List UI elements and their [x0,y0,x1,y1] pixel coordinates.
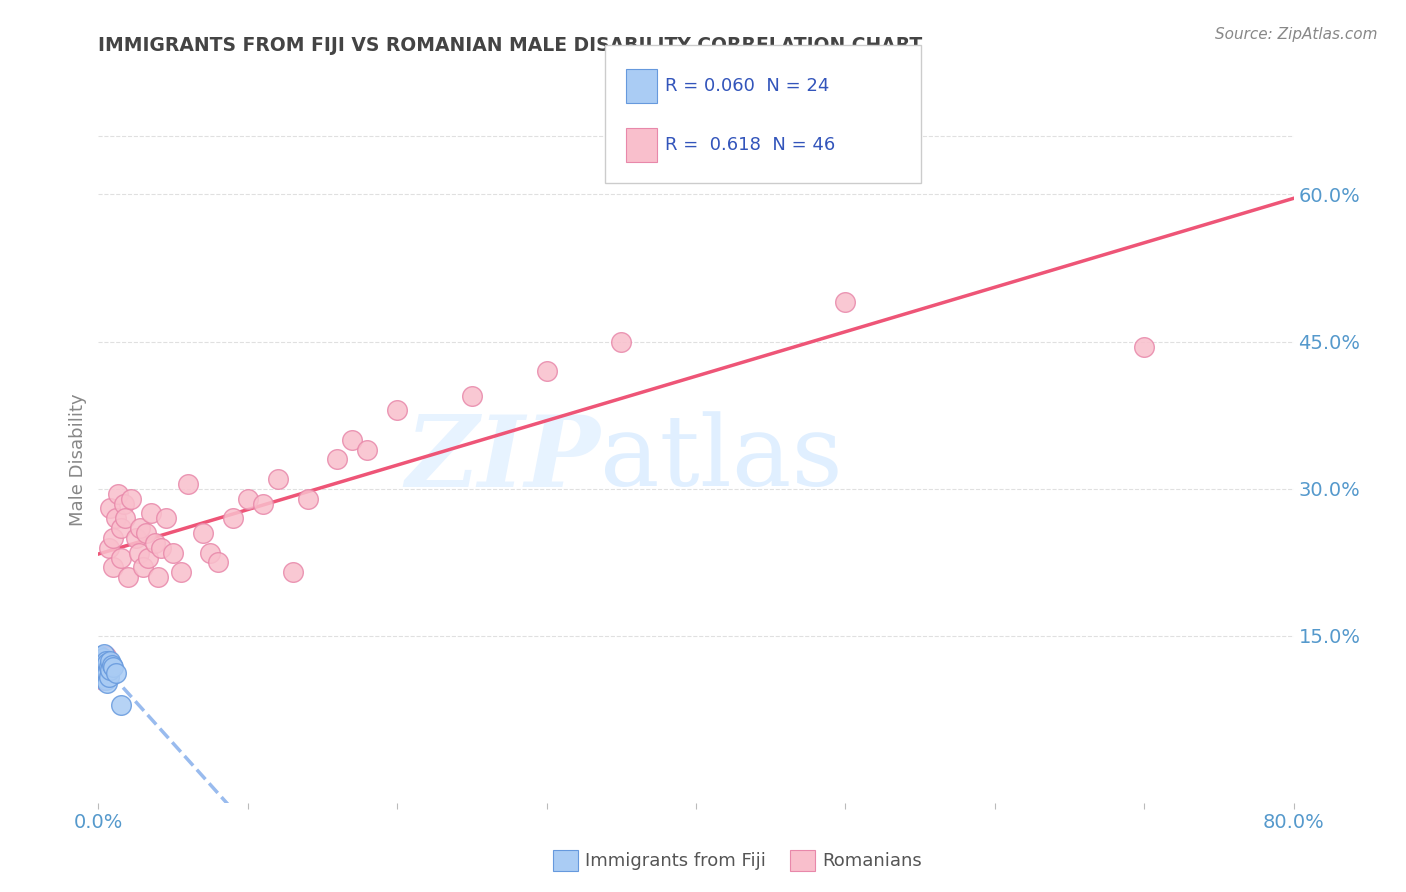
Point [97,660,120,674]
Point [100,664,122,678]
Point [120,491,142,506]
Point [97,541,120,555]
Point [150,541,173,555]
Point [297,491,319,506]
Point [143,535,166,549]
Point [177,477,200,491]
Point [89,660,111,674]
Point [236,491,259,506]
Y-axis label: Male Disability: Male Disability [69,393,87,525]
Point [90,666,112,681]
Point [207,555,229,570]
Point [1133,340,1156,354]
Point [135,526,157,541]
Point [155,511,177,525]
Point [610,334,633,349]
Point [105,666,128,681]
Point [91,670,114,684]
Point [191,526,214,541]
Point [107,487,129,501]
Text: Romanians: Romanians [823,852,922,870]
Point [356,442,378,457]
Point [94,664,117,678]
Point [114,511,136,525]
Point [461,389,484,403]
Point [93,647,115,661]
Point [169,566,191,580]
Point [110,521,132,535]
Point [105,511,128,525]
Point [103,560,125,574]
Point [162,546,184,560]
Point [125,531,148,545]
Point [96,676,118,690]
Point [536,364,558,378]
Point [385,403,409,417]
Point [139,507,162,521]
Point [89,648,111,663]
Text: Immigrants from Fiji: Immigrants from Fiji [585,852,766,870]
Point [281,566,304,580]
Point [117,570,139,584]
Point [96,666,118,681]
Point [252,497,274,511]
Point [200,546,222,560]
Point [128,546,150,560]
Point [101,658,124,673]
Point [110,550,132,565]
Point [132,560,155,574]
Point [834,295,856,310]
Point [100,654,122,668]
Point [103,531,125,545]
Text: R =  0.618  N = 46: R = 0.618 N = 46 [665,136,835,154]
Point [326,452,349,467]
Point [90,654,112,668]
Point [91,660,114,674]
Point [93,658,115,673]
Text: IMMIGRANTS FROM FIJI VS ROMANIAN MALE DISABILITY CORRELATION CHART: IMMIGRANTS FROM FIJI VS ROMANIAN MALE DI… [98,36,922,54]
Point [222,511,245,525]
Point [94,648,117,663]
Point [94,654,117,668]
Point [97,670,120,684]
Point [129,521,152,535]
Point [96,657,118,671]
Point [91,673,114,688]
Text: R = 0.060  N = 24: R = 0.060 N = 24 [665,77,830,95]
Text: Source: ZipAtlas.com: Source: ZipAtlas.com [1215,27,1378,42]
Point [93,668,115,682]
Point [91,650,114,665]
Point [100,501,122,516]
Text: ZIP: ZIP [405,411,600,508]
Point [267,472,290,486]
Text: atlas: atlas [600,411,844,508]
Point [94,673,117,688]
Point [112,497,135,511]
Point [148,570,170,584]
Point [136,550,159,565]
Point [103,660,125,674]
Point [110,698,132,712]
Point [342,433,364,447]
